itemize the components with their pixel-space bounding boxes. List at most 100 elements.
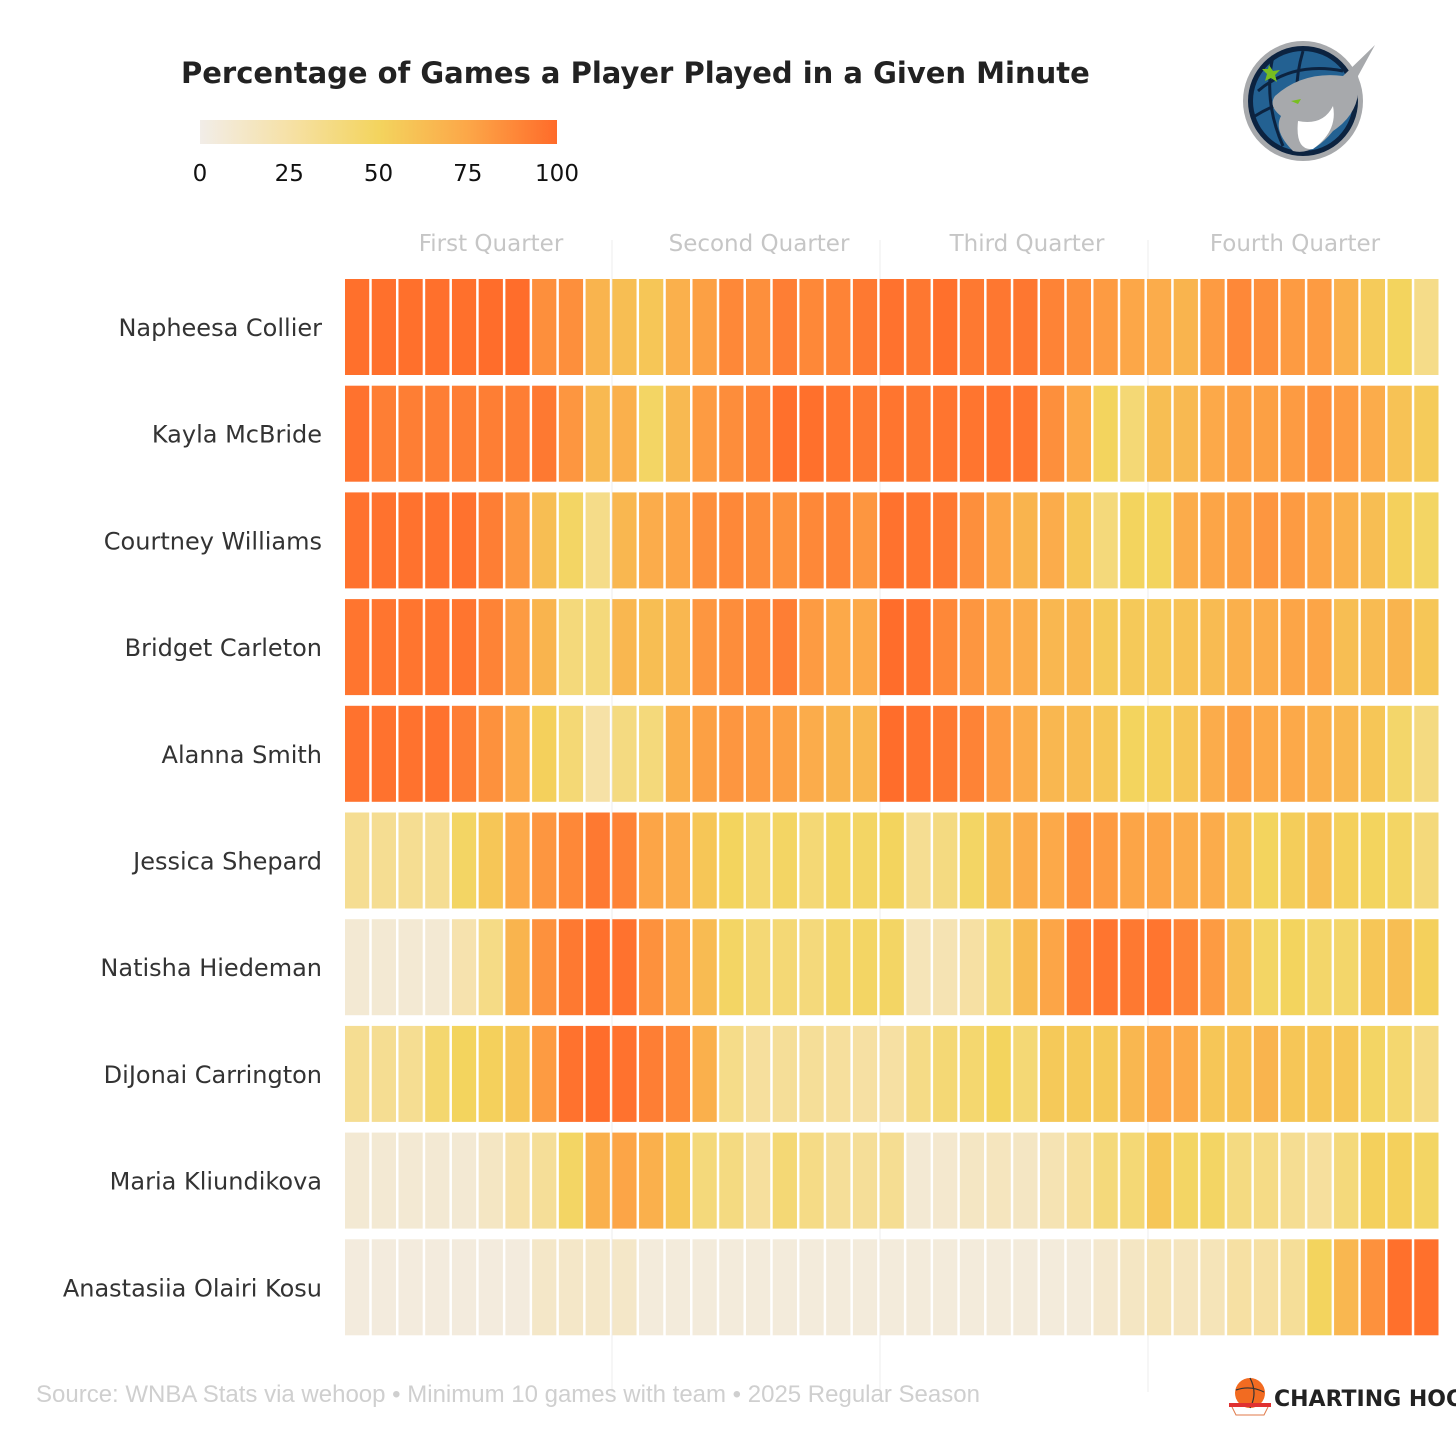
heatmap-cell (478, 492, 503, 589)
heatmap-cell (1253, 599, 1279, 696)
heatmap-cell (478, 279, 503, 375)
heatmap-cell (558, 919, 584, 1016)
heatmap-cell (1146, 1239, 1172, 1336)
heatmap-cell (1334, 705, 1359, 802)
heatmap-cell (1227, 279, 1252, 375)
heatmap-cell (906, 1239, 931, 1336)
heatmap-cell (852, 1239, 878, 1336)
heatmap-cell (852, 279, 878, 375)
heatmap-cell (1093, 385, 1118, 482)
heatmap-cell (425, 492, 450, 589)
heatmap-cell (879, 1025, 904, 1122)
heatmap-cell (345, 492, 370, 589)
heatmap-cell (505, 1025, 530, 1122)
heatmap-cell (986, 705, 1011, 802)
heatmap-cell (719, 1239, 744, 1336)
heatmap-cell (826, 1239, 851, 1336)
heatmap-cell (933, 492, 958, 589)
heatmap-cell (959, 385, 985, 482)
heatmap-cell (1093, 492, 1118, 589)
heatmap-cell (398, 599, 423, 696)
heatmap-cell (505, 919, 530, 1016)
heatmap-cell (745, 492, 771, 589)
heatmap-cell (1360, 1239, 1386, 1336)
heatmap-cell (1173, 599, 1198, 696)
heatmap-cell (1040, 1025, 1065, 1122)
heatmap-cell (1307, 385, 1332, 482)
heatmap-cell (1040, 812, 1065, 909)
heatmap-cell (639, 1239, 664, 1336)
heatmap-row (345, 1239, 1439, 1336)
heatmap-cell (639, 492, 664, 589)
heatmap-cell (1280, 705, 1305, 802)
heatmap-row (345, 919, 1439, 1016)
heatmap-cell (719, 492, 744, 589)
heatmap-cell (1200, 705, 1225, 802)
heatmap-cell (665, 1239, 691, 1336)
heatmap-cell (451, 279, 477, 375)
heatmap-cell (451, 812, 477, 909)
heatmap-cell (1227, 492, 1252, 589)
heatmap-cell (451, 705, 477, 802)
heatmap-cell (1227, 705, 1252, 802)
heatmap-cell (1013, 385, 1038, 482)
heatmap-cell (1093, 599, 1118, 696)
heatmap-cell (1066, 599, 1091, 696)
heatmap-cell (1146, 385, 1172, 482)
heatmap-cell (639, 812, 664, 909)
heatmap-cell (371, 812, 396, 909)
heatmap-cell (1414, 1239, 1439, 1336)
heatmap-cell (1173, 919, 1198, 1016)
heatmap-cell (745, 385, 771, 482)
heatmap-cell (1360, 812, 1386, 909)
heatmap-cell (719, 1025, 744, 1122)
heatmap-cell (1093, 1239, 1118, 1336)
heatmap-cell (425, 919, 450, 1016)
heatmap-cell (1146, 705, 1172, 802)
heatmap-cell (959, 919, 985, 1016)
heatmap-cell (1360, 492, 1386, 589)
heatmap-cell (425, 812, 450, 909)
legend-gradient-bar (200, 120, 557, 144)
heatmap-cell (1013, 919, 1038, 1016)
heatmap-cell (692, 919, 717, 1016)
heatmap-cell (1200, 812, 1225, 909)
heatmap-cell (772, 705, 797, 802)
heatmap-cell (1334, 599, 1359, 696)
chart-title: Percentage of Games a Player Played in a… (181, 56, 1090, 90)
brand-name: CHARTING HOOPS (1274, 1387, 1456, 1412)
heatmap-cell (959, 599, 985, 696)
heatmap-cell (799, 705, 824, 802)
heatmap-cell (665, 812, 691, 909)
heatmap-cell (612, 919, 637, 1016)
heatmap-cell (1013, 599, 1038, 696)
heatmap-cell (1066, 812, 1091, 909)
heatmap-cell (1120, 919, 1145, 1016)
heatmap-cell (852, 919, 878, 1016)
heatmap-row (345, 599, 1439, 696)
heatmap-cell (826, 1025, 851, 1122)
heatmap-cell (1414, 279, 1439, 375)
heatmap-cell (1120, 492, 1145, 589)
heatmap-cell (1040, 1132, 1065, 1229)
heatmap-cell (772, 492, 797, 589)
heatmap-cell (986, 1025, 1011, 1122)
heatmap-row (345, 705, 1439, 802)
heatmap-cell (1360, 385, 1386, 482)
heatmap-cell (1280, 1239, 1305, 1336)
heatmap-cell (585, 492, 610, 589)
heatmap-cell (1040, 919, 1065, 1016)
heatmap-cell (959, 492, 985, 589)
heatmap-cell (1040, 279, 1065, 375)
heatmap-cell (558, 1025, 584, 1122)
heatmap-row (345, 812, 1439, 909)
heatmap-cell (692, 385, 717, 482)
heatmap-cell (1360, 919, 1386, 1016)
heatmap-cell (852, 812, 878, 909)
heatmap-cell (692, 1239, 717, 1336)
heatmap-cell (505, 812, 530, 909)
heatmap-cell (933, 385, 958, 482)
heatmap-row (345, 492, 1439, 589)
heatmap-cell (933, 919, 958, 1016)
